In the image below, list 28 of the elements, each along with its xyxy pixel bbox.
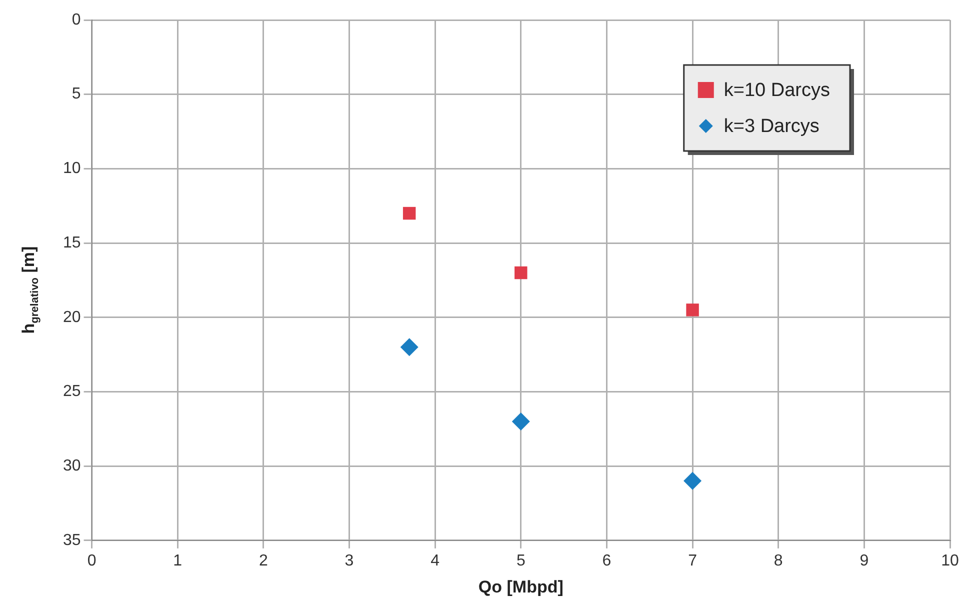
y-tick-label: 20 — [63, 308, 81, 326]
x-tick-label: 9 — [860, 552, 869, 570]
y-tick-label: 10 — [63, 160, 81, 178]
point — [684, 472, 702, 490]
y-tick-label: 35 — [63, 532, 81, 549]
x-tick-label: 1 — [173, 552, 182, 570]
x-tick-label: 3 — [344, 552, 354, 570]
y-tick-label: 0 — [72, 11, 81, 28]
x-tick-label: 7 — [688, 552, 698, 570]
y-tick-label: 15 — [63, 234, 81, 252]
y-tick-label: 5 — [72, 86, 81, 103]
point — [400, 338, 418, 356]
x-tick-label: 8 — [774, 552, 783, 570]
x-tick-label: 6 — [602, 552, 612, 570]
legend-label: k=3 Darcys — [724, 116, 820, 138]
point — [512, 412, 530, 430]
y-tick-label: 25 — [63, 383, 81, 400]
point — [686, 304, 699, 316]
x-tick-label: 2 — [258, 552, 268, 570]
y-tick-label: 30 — [63, 457, 81, 474]
x-axis-title: Qo [Mbpd] — [478, 577, 564, 596]
point — [402, 206, 416, 220]
legend-label: k=10 Darcys — [724, 80, 830, 102]
x-tick-label: 5 — [516, 552, 526, 570]
x-tick-label: 10 — [941, 552, 959, 570]
x-tick-label: 0 — [87, 552, 96, 570]
x-tick-label: 4 — [430, 552, 440, 570]
point — [514, 266, 528, 280]
